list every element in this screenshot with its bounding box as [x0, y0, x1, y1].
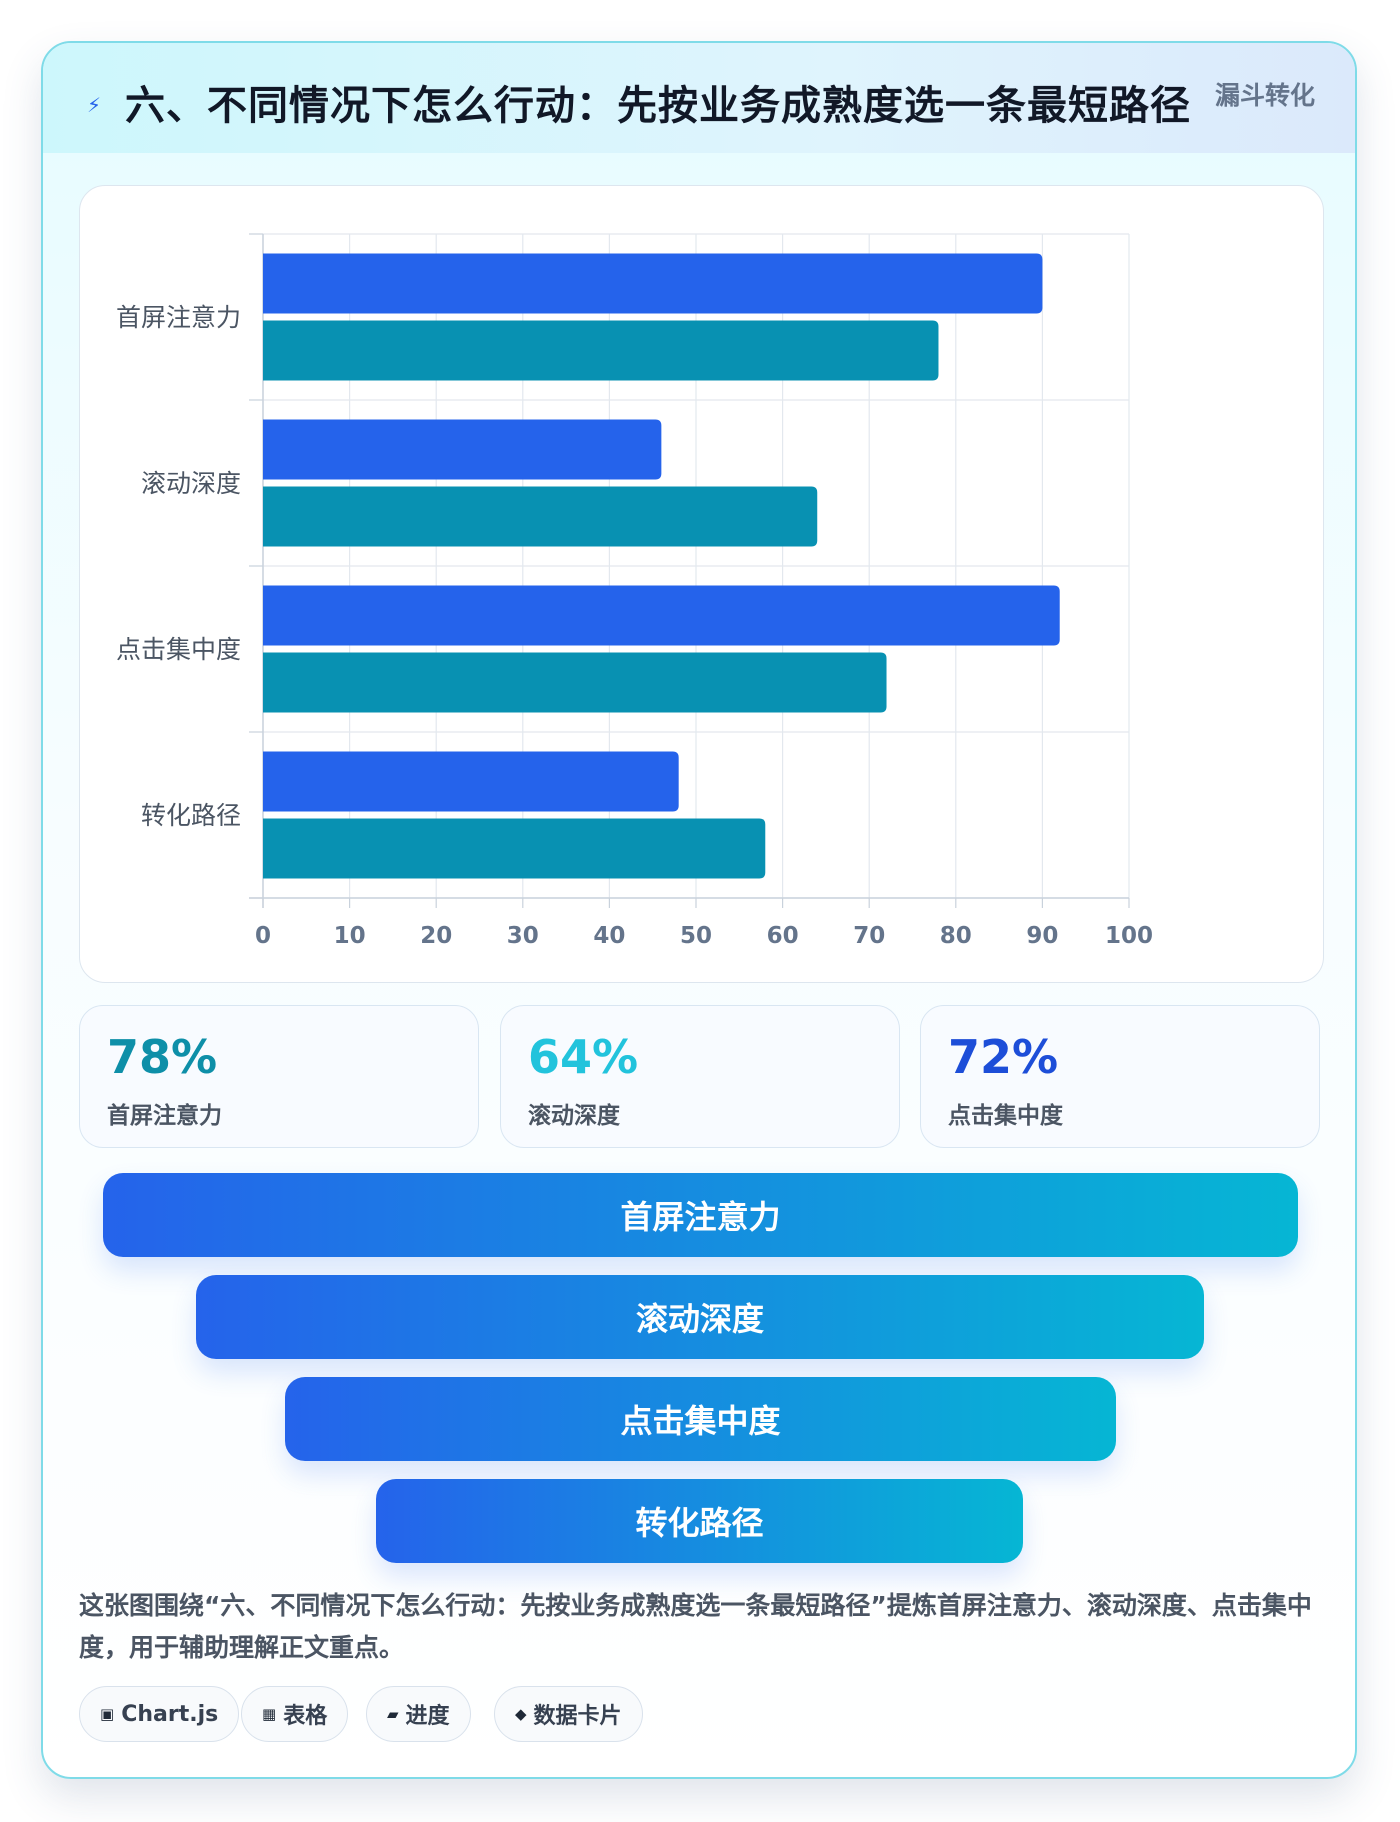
table-icon: ▦	[262, 1705, 277, 1723]
chip-chartjs[interactable]: ▣ Chart.js	[79, 1686, 240, 1742]
stat-label: 首屏注意力	[107, 1103, 222, 1129]
bar-2-3	[263, 652, 887, 713]
y-tick-label: 首屏注意力	[116, 303, 241, 332]
stat-value: 64%	[528, 1030, 639, 1084]
lightning-icon: ⚡	[87, 93, 102, 117]
page-title: 六、不同情况下怎么行动：先按业务成熟度选一条最短路径	[125, 83, 1191, 129]
x-tick-label: 70	[853, 923, 885, 949]
bar-2-4	[263, 818, 766, 879]
y-tick-label: 转化路径	[141, 801, 241, 830]
x-tick-label: 100	[1105, 923, 1153, 949]
x-tick-label: 80	[940, 923, 972, 949]
chip-label: Chart.js	[121, 1701, 219, 1727]
y-tick-label: 点击集中度	[116, 635, 241, 664]
chip-label: 数据卡片	[533, 1704, 622, 1729]
bar-1-4	[263, 751, 679, 812]
chart-icon: ▣	[100, 1705, 115, 1723]
bar-2-2	[263, 486, 818, 547]
x-tick-label: 0	[255, 923, 271, 949]
stat-label: 点击集中度	[948, 1103, 1063, 1129]
bar-1-3	[263, 585, 1060, 646]
chip-progress[interactable]: ▰ 进度	[366, 1686, 471, 1742]
bar-chart-panel: 首屏注意力滚动深度点击集中度转化路径 0 10 20 30 40 50 60 70 80 90 100	[79, 185, 1324, 983]
stat-card-scroll-depth: 64% 滚动深度	[500, 1005, 900, 1148]
stat-card-click-concentration: 72% 点击集中度	[920, 1005, 1320, 1148]
chip-table[interactable]: ▦ 表格	[241, 1686, 349, 1742]
x-tick-label: 60	[767, 923, 799, 949]
x-tick-label: 10	[334, 923, 366, 949]
x-tick-label: 90	[1026, 923, 1058, 949]
progress-icon: ▰	[387, 1705, 399, 1723]
stat-value: 78%	[107, 1030, 218, 1084]
bar-1-2	[263, 419, 662, 480]
chip-label: 表格	[283, 1704, 328, 1729]
chart-card: ⚡ 六、不同情况下怎么行动：先按业务成熟度选一条最短路径 漏斗转化 首屏注意力滚…	[41, 41, 1357, 1779]
chart-type-tag: 漏斗转化	[1214, 81, 1315, 110]
stat-card-first-screen: 78% 首屏注意力	[79, 1005, 479, 1148]
chip-label: 进度	[405, 1704, 450, 1729]
funnel-stage-1: 首屏注意力	[103, 1173, 1298, 1257]
x-tick-label: 20	[420, 923, 452, 949]
bar-1-1	[263, 253, 1043, 314]
stat-label: 滚动深度	[528, 1103, 620, 1129]
chart-description: 这张图围绕“六、不同情况下怎么行动：先按业务成熟度选一条最短路径”提炼首屏注意力…	[79, 1591, 1312, 1662]
funnel-stage-2: 滚动深度	[196, 1275, 1204, 1359]
x-tick-label: 30	[507, 923, 539, 949]
stat-value: 72%	[948, 1030, 1059, 1084]
funnel-stage-3: 点击集中度	[285, 1377, 1116, 1461]
chip-data-card[interactable]: ◆ 数据卡片	[494, 1686, 643, 1742]
y-tick-label: 滚动深度	[141, 469, 241, 498]
x-tick-label: 40	[593, 923, 625, 949]
bar-2-1	[263, 320, 939, 381]
card-header: ⚡ 六、不同情况下怎么行动：先按业务成熟度选一条最短路径 漏斗转化	[43, 43, 1355, 153]
x-tick-label: 50	[680, 923, 712, 949]
funnel-stage-4: 转化路径	[376, 1479, 1023, 1563]
diamond-icon: ◆	[515, 1705, 527, 1723]
